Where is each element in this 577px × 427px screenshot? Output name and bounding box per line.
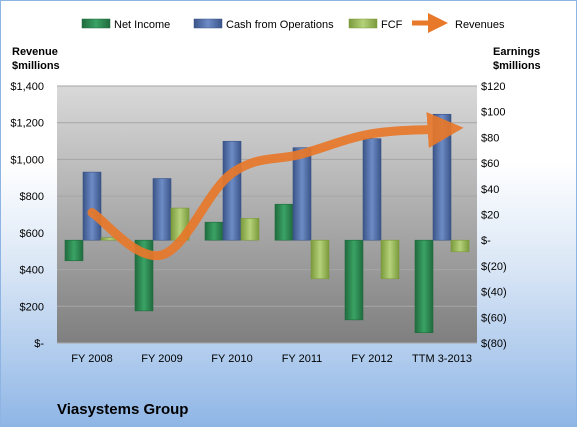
net-income-bar bbox=[414, 239, 434, 334]
left-tick-label: $1,400 bbox=[10, 81, 44, 93]
legend-label-revenues: Revenues bbox=[455, 19, 505, 31]
right-axis-title-line1: Earnings bbox=[493, 46, 540, 58]
cash-from-operations-bar bbox=[82, 171, 102, 241]
fcf-bar bbox=[380, 239, 400, 280]
plot-area bbox=[57, 86, 477, 343]
legend-label-cash-from-operations: Cash from Operations bbox=[226, 19, 334, 31]
right-tick-label: $(20) bbox=[481, 261, 507, 273]
revenue-line bbox=[87, 112, 464, 261]
left-tick-label: $600 bbox=[20, 228, 44, 240]
left-axis-ticks: $- $200 $400 $600 $800 $1,000 $1,200 $1,400 bbox=[10, 81, 44, 350]
gridlines bbox=[57, 85, 477, 344]
right-tick-label: $20 bbox=[481, 210, 499, 222]
cash-from-operations-bar bbox=[152, 178, 172, 241]
left-tick-label: $1,000 bbox=[10, 154, 44, 166]
right-tick-label: $120 bbox=[481, 81, 505, 93]
category-label: FY 2011 bbox=[282, 353, 323, 365]
left-axis-title-line2: $millions bbox=[12, 60, 60, 72]
left-tick-label: $1,200 bbox=[10, 118, 44, 130]
legend-swatch-net-income bbox=[81, 18, 111, 29]
cash-from-operations-bar bbox=[362, 138, 382, 241]
category-label: TTM 3-2013 bbox=[412, 353, 472, 365]
left-axis-title-line1: Revenue bbox=[12, 46, 58, 58]
category-label: FY 2009 bbox=[141, 353, 182, 365]
fcf-bar bbox=[310, 239, 330, 280]
left-tick-label: $800 bbox=[20, 191, 44, 203]
revenue-line-path bbox=[87, 112, 464, 261]
cash-from-operations-bar bbox=[222, 140, 242, 241]
right-tick-label: $60 bbox=[481, 158, 499, 170]
right-tick-label: $(80) bbox=[481, 338, 507, 350]
net-income-bar bbox=[204, 221, 224, 241]
legend-label-fcf: FCF bbox=[381, 19, 403, 31]
legend-label-net-income: Net Income bbox=[114, 19, 170, 31]
left-tick-label: $- bbox=[34, 338, 44, 350]
right-tick-label: $100 bbox=[481, 107, 505, 119]
right-tick-label: $40 bbox=[481, 184, 499, 196]
net-income-bar bbox=[64, 239, 84, 262]
right-tick-label: $(60) bbox=[481, 312, 507, 324]
category-label: FY 2012 bbox=[351, 353, 392, 365]
right-axis-ticks: $(80) $(60) $(40) $(20) $- $20 $40 $60 $80 $100 $1… bbox=[481, 81, 507, 350]
right-tick-label: $- bbox=[481, 235, 491, 247]
fcf-bar bbox=[240, 218, 260, 241]
category-label: FY 2008 bbox=[71, 353, 112, 365]
right-tick-label: $80 bbox=[481, 132, 499, 144]
right-axis-title-line2: $millions bbox=[493, 60, 541, 72]
net-income-bar bbox=[344, 239, 364, 321]
category-label: FY 2010 bbox=[211, 353, 252, 365]
left-tick-label: $400 bbox=[20, 265, 44, 277]
legend-swatch-fcf bbox=[348, 18, 378, 29]
legend-swatch-cash-from-operations bbox=[193, 18, 223, 29]
category-labels: FY 2008 FY 2009 FY 2010 FY 2011 FY 2012 TTM 3… bbox=[71, 353, 472, 365]
cash-from-operations-bar bbox=[292, 147, 312, 241]
right-tick-label: $(40) bbox=[481, 287, 507, 299]
fcf-bar bbox=[450, 239, 470, 253]
left-tick-label: $200 bbox=[20, 301, 44, 313]
legend: Net Income Cash from Operations FCF Reve… bbox=[81, 13, 505, 33]
net-income-bar bbox=[274, 203, 294, 241]
company-label: Viasystems Group bbox=[57, 401, 188, 418]
